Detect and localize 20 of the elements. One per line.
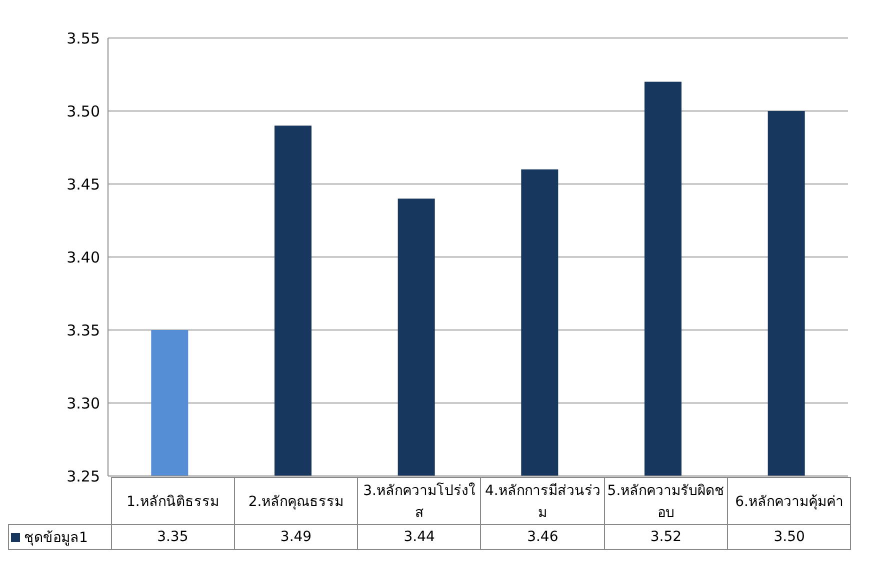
- y-tick-label: 3.35: [66, 321, 100, 340]
- data-label: 3.50: [728, 524, 851, 550]
- y-tick-label: 3.45: [66, 175, 100, 194]
- data-label: 3.52: [604, 524, 728, 550]
- y-tick-label: 3.50: [66, 102, 100, 120]
- y-tick-label: 3.40: [66, 248, 100, 266]
- x-tick-label: 6.หลักความคุ้มค่า: [728, 478, 851, 524]
- x-tick-label: 4.หลักการมีส่วนร่วม: [480, 478, 604, 524]
- legend-label: ชุดข้อมูล1: [8, 524, 111, 550]
- x-tick-label: 5.หลักความรับผิดชอบ: [604, 478, 728, 524]
- data-label: 3.46: [480, 524, 604, 550]
- y-tick-label: 3.25: [66, 467, 100, 486]
- data-label: 3.35: [111, 524, 234, 550]
- data-label: 3.44: [358, 524, 481, 550]
- data-label: 3.49: [234, 524, 358, 550]
- y-tick-label: 3.55: [66, 29, 100, 48]
- x-tick-label: 3.หลักความโปร่งใส: [358, 478, 481, 524]
- y-tick-label: 3.30: [66, 394, 100, 412]
- x-tick-label: 2.หลักคุณธรรม: [234, 478, 358, 524]
- x-tick-label: 1.หลักนิติธรรม: [111, 478, 234, 524]
